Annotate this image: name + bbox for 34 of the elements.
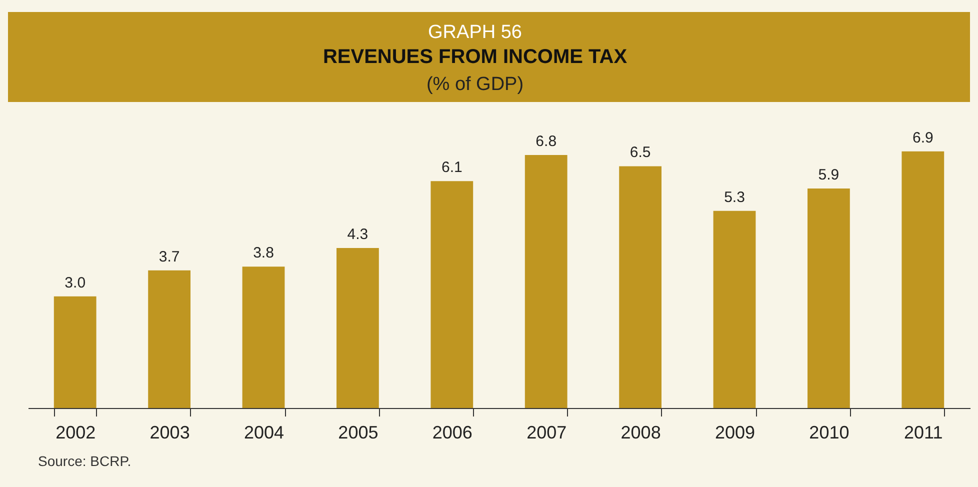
data-label: 3.8 (253, 244, 274, 262)
data-label: 6.8 (536, 133, 557, 150)
data-label: 5.9 (818, 166, 840, 184)
x-tick-label: 2005 (338, 422, 378, 442)
bar (336, 248, 379, 408)
data-label: 6.1 (441, 159, 462, 176)
x-tick-label: 2008 (620, 422, 661, 442)
data-label: 4.3 (347, 226, 368, 244)
bar (713, 210, 756, 408)
bar (242, 266, 285, 408)
x-tick-label: 2006 (432, 422, 472, 442)
data-label: 6.5 (630, 144, 651, 162)
x-tick-label: 2010 (809, 422, 850, 442)
bar (619, 166, 662, 408)
data-label: 3.0 (64, 274, 86, 292)
bar (524, 155, 568, 408)
caption: GRAPH 56 (428, 22, 522, 43)
data-label: 6.9 (912, 129, 934, 146)
bar (808, 188, 850, 408)
data-label: 5.3 (724, 188, 745, 206)
bar (902, 151, 944, 408)
chart-subtitle: (% of GDP) (426, 74, 524, 95)
x-tick-label: 2003 (150, 422, 190, 442)
chart-title: REVENUES FROM INCOME TAX (322, 46, 628, 68)
source-note: Source: BCRP. (38, 453, 132, 469)
x-tick-label: 2007 (526, 422, 567, 442)
x-tick-label: 2002 (56, 422, 96, 442)
x-tick-label: 2004 (244, 422, 284, 442)
data-label: 3.7 (158, 248, 180, 266)
bar (148, 270, 190, 408)
x-tick-label: 2011 (904, 422, 943, 442)
x-tick-label: 2009 (714, 422, 756, 442)
bar (430, 181, 474, 408)
bar (54, 296, 96, 408)
